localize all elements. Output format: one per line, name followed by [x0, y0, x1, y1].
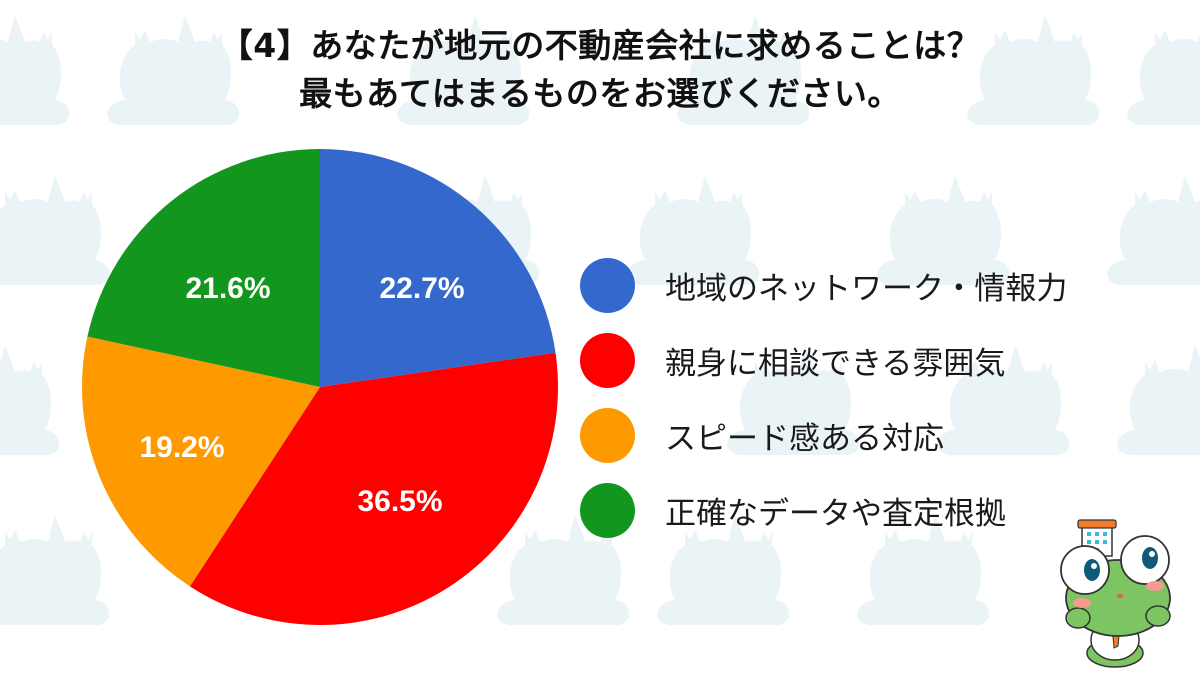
legend-label: 正確なデータや査定根拠: [665, 496, 1006, 532]
legend-swatch-green-icon: [580, 483, 635, 538]
pie-label-consultation: 36.5%: [357, 485, 443, 518]
legend-item-consultation: 親身に相談できる雰囲気: [580, 323, 1067, 398]
pie-chart: 22.7% 36.5% 19.2% 21.6%: [70, 137, 570, 637]
pie-slice-network: [320, 149, 556, 387]
chart-legend: 地域のネットワーク・情報力 親身に相談できる雰囲気 スピード感ある対応 正確なデ…: [580, 248, 1067, 548]
title-line-2: 最もあてはまるものをお選びください。: [299, 74, 901, 113]
pie-slice-data: [87, 149, 320, 387]
pie-label-network: 22.7%: [379, 272, 465, 305]
legend-item-network: 地域のネットワーク・情報力: [580, 248, 1067, 323]
legend-item-data: 正確なデータや査定根拠: [580, 473, 1067, 548]
legend-item-speed: スピード感ある対応: [580, 398, 1067, 473]
pie-svg: [82, 149, 559, 625]
legend-label: 地域のネットワーク・情報力: [665, 271, 1068, 307]
pie-slice-consultation: [189, 352, 559, 625]
legend-swatch-blue-icon: [580, 258, 635, 313]
pie-label-data: 21.6%: [185, 272, 271, 305]
legend-label: スピード感ある対応: [665, 421, 944, 457]
frog-mascot-icon: [1060, 519, 1171, 668]
title-line-1: 【4】あなたが地元の不動産会社に求めることは？: [219, 26, 981, 65]
legend-label: 親身に相談できる雰囲気: [665, 346, 1006, 382]
pie-label-speed: 19.2%: [139, 431, 225, 464]
legend-swatch-red-icon: [580, 333, 635, 388]
legend-swatch-orange-icon: [580, 408, 635, 463]
chart-title: 【4】あなたが地元の不動産会社に求めることは？ 最もあてはまるものをお選びくださ…: [0, 22, 1200, 118]
pie-slice-speed: [82, 336, 320, 587]
